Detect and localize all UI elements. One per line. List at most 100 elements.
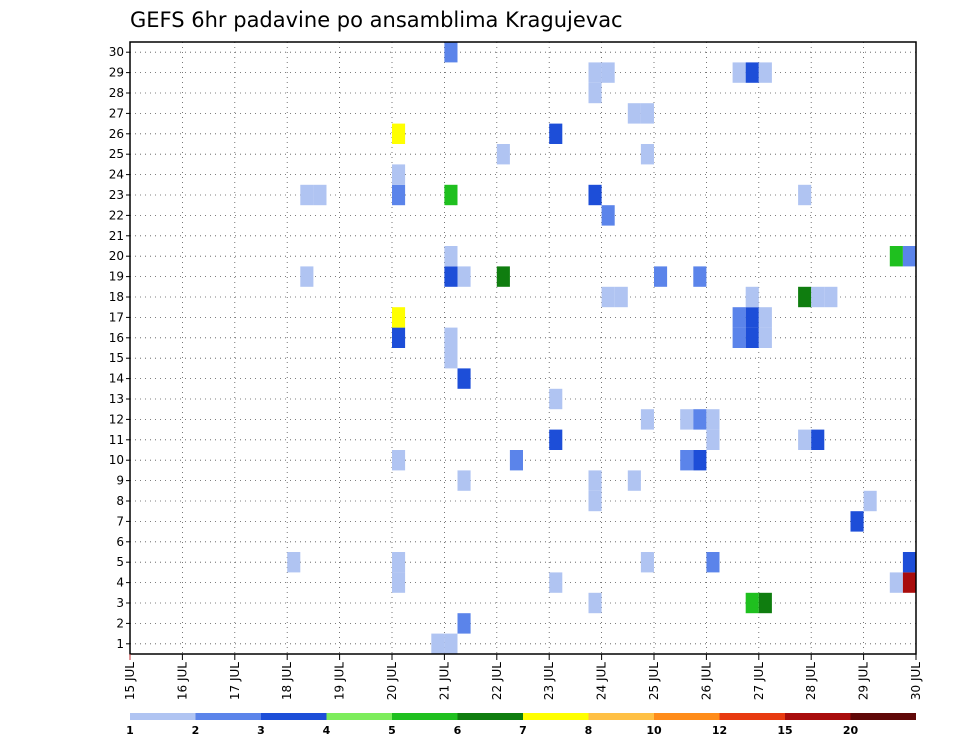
precip-cell <box>680 409 694 430</box>
x-tick-label: 22 JUL <box>490 662 504 700</box>
grid-lines <box>130 42 916 654</box>
x-tick-label: 28 JUL <box>804 662 818 700</box>
colorbar-label: 7 <box>519 724 527 737</box>
precip-cell <box>732 327 746 348</box>
precip-cell <box>457 470 471 491</box>
precip-cell <box>444 348 458 369</box>
precip-cell <box>300 184 314 206</box>
colorbar-label: 15 <box>777 724 792 737</box>
colorbar-segment <box>719 713 785 720</box>
precip-cell <box>444 42 458 63</box>
colorbar-label: 5 <box>388 724 396 737</box>
precip-cell <box>457 368 471 389</box>
precip-cell <box>444 327 458 348</box>
x-tick-label: 19 JUL <box>333 662 347 700</box>
y-tick-label: 3 <box>116 596 124 610</box>
y-tick-label: 15 <box>109 351 124 365</box>
colorbar-label: 3 <box>257 724 265 737</box>
precip-cell <box>496 144 510 165</box>
precip-cell <box>640 103 654 124</box>
x-tick-label: 26 JUL <box>699 662 713 700</box>
colorbar-segment <box>326 713 392 720</box>
colorbar-segment <box>523 713 589 720</box>
precip-cell <box>431 633 445 654</box>
x-tick-label: 23 JUL <box>542 662 556 700</box>
precip-cell <box>588 490 602 512</box>
y-tick-label: 9 <box>116 474 124 488</box>
precip-cell <box>758 327 772 348</box>
y-tick-label: 5 <box>116 555 124 569</box>
y-tick-label: 2 <box>116 616 124 630</box>
colorbar-label: 1 <box>126 724 134 737</box>
precip-cell <box>549 123 563 144</box>
y-tick-label: 14 <box>109 372 124 386</box>
precip-cell <box>758 62 772 83</box>
x-tick-label: 25 JUL <box>647 662 661 700</box>
plot-background <box>130 42 916 654</box>
colorbar-label: 8 <box>585 724 593 737</box>
y-tick-label: 18 <box>109 290 124 304</box>
precip-cell <box>902 552 916 573</box>
precip-cell <box>811 286 825 308</box>
colorbar-segment <box>392 713 458 720</box>
precip-cell <box>732 62 746 83</box>
y-tick-label: 22 <box>109 208 124 222</box>
y-tick-label: 17 <box>109 310 124 324</box>
y-tick-label: 8 <box>116 494 124 508</box>
precip-cell <box>549 429 563 450</box>
precip-cell <box>457 613 471 634</box>
precip-cell <box>732 307 746 328</box>
x-tick-label: 21 JUL <box>437 662 451 700</box>
precip-cell <box>902 246 916 267</box>
precip-cell <box>614 286 628 308</box>
colorbar-segment <box>785 713 851 720</box>
precip-cell <box>392 572 406 593</box>
precip-cell <box>706 552 720 573</box>
precip-cell <box>444 246 458 267</box>
precip-cell <box>758 592 772 614</box>
precip-cell <box>680 450 694 471</box>
y-tick-label: 21 <box>109 229 124 243</box>
precip-cell <box>745 327 759 348</box>
precip-cell <box>798 429 812 450</box>
precip-cell <box>640 409 654 430</box>
precip-cell <box>287 552 301 573</box>
y-tick-label: 20 <box>109 249 124 263</box>
precip-cell <box>300 266 314 287</box>
precip-cell <box>811 429 825 450</box>
precip-cell <box>588 470 602 491</box>
x-tick-label: 30 JUL <box>909 662 923 700</box>
y-tick-label: 4 <box>116 576 124 590</box>
y-tick-label: 16 <box>109 331 124 345</box>
precip-cell <box>601 205 615 226</box>
precip-cell <box>457 266 471 287</box>
precip-cell <box>889 246 903 267</box>
precip-cell <box>392 552 406 573</box>
precip-cell <box>745 286 759 308</box>
precip-cell <box>392 307 406 328</box>
precip-cell <box>627 103 641 124</box>
x-tick-label: 16 JUL <box>175 662 189 700</box>
x-tick-label: 27 JUL <box>752 662 766 700</box>
precip-cell <box>693 450 707 471</box>
y-tick-label: 11 <box>109 433 124 447</box>
y-tick-label: 19 <box>109 270 124 284</box>
x-tick-label: 17 JUL <box>228 662 242 700</box>
x-axis-ticks: 15 JUL 16 JUL 17 JUL 18 JUL 19 JUL 20 JUL 21 J… <box>123 654 923 700</box>
precip-cell <box>392 184 406 206</box>
precip-cell <box>693 266 707 287</box>
colorbar-segment <box>130 713 196 720</box>
precip-cell <box>392 123 406 144</box>
y-tick-label: 28 <box>109 86 124 100</box>
precip-cell <box>392 164 406 185</box>
colorbar-segment <box>850 713 916 720</box>
y-tick-label: 26 <box>109 127 124 141</box>
colorbar-segment <box>261 713 327 720</box>
precip-cell <box>601 62 615 83</box>
precipitation-cells <box>287 42 916 654</box>
precip-cell <box>313 184 327 206</box>
precip-cell <box>392 450 406 471</box>
y-tick-label: 30 <box>109 45 124 59</box>
precip-cell <box>850 511 864 532</box>
